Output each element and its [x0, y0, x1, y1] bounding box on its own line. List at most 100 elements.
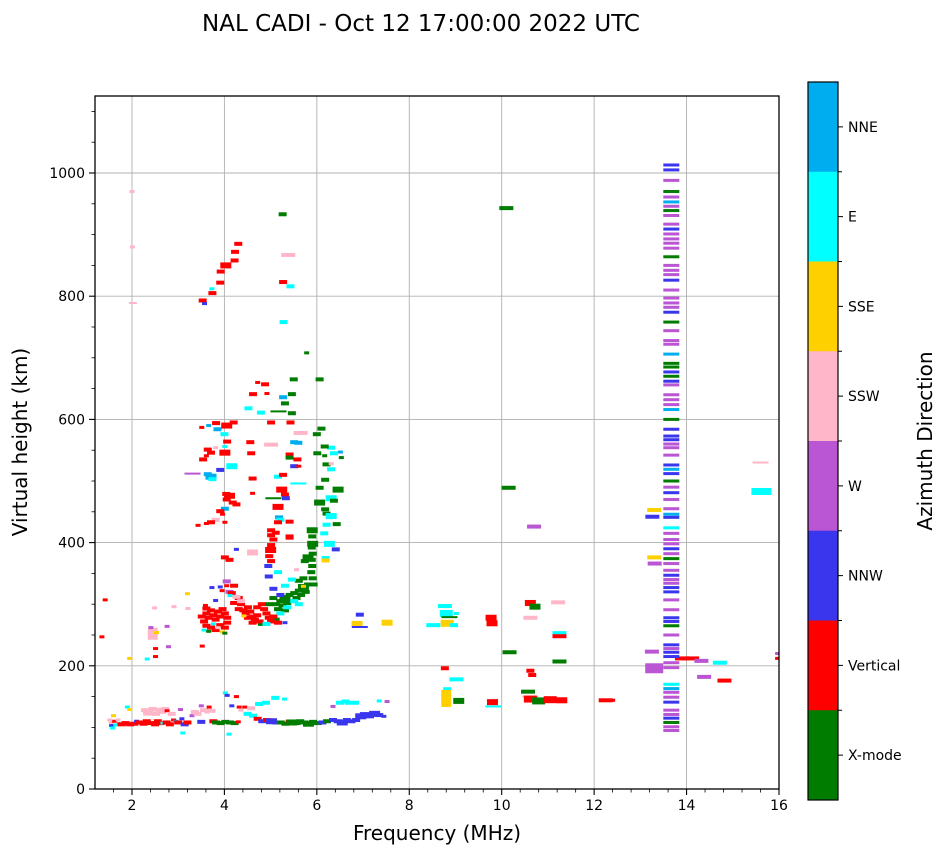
data-point: [184, 472, 201, 475]
data-point: [663, 557, 680, 561]
data-point: [290, 599, 299, 604]
data-point: [262, 700, 270, 705]
data-point: [161, 706, 170, 711]
data-point: [329, 451, 338, 456]
data-point: [308, 534, 317, 539]
figure-title: NAL CADI - Oct 12 17:00:00 2022 UTC: [202, 11, 640, 37]
data-point: [663, 408, 680, 412]
data-point: [152, 606, 158, 610]
data-point: [312, 432, 321, 437]
data-point: [663, 472, 680, 476]
data-point: [246, 609, 255, 614]
data-point: [717, 678, 732, 683]
data-point: [220, 611, 229, 616]
data-point: [663, 352, 680, 356]
data-point: [332, 486, 344, 493]
data-point: [287, 577, 296, 582]
data-point: [223, 492, 235, 499]
data-point: [332, 522, 341, 527]
data-point: [146, 721, 155, 726]
data-point: [551, 600, 566, 605]
data-point: [663, 403, 680, 407]
data-point: [271, 530, 280, 535]
data-point: [384, 700, 390, 704]
data-point: [216, 280, 225, 285]
data-point: [292, 596, 301, 601]
data-point: [229, 420, 238, 425]
data-point: [320, 444, 329, 449]
data-point: [285, 519, 294, 524]
data-point: [342, 718, 351, 723]
data-point: [262, 611, 271, 616]
data-point: [281, 252, 296, 257]
data-point: [211, 617, 220, 622]
data-point: [280, 608, 289, 613]
data-point: [207, 708, 216, 713]
data-point: [663, 538, 680, 542]
data-point: [663, 526, 680, 530]
data-point: [264, 564, 273, 569]
data-point: [486, 620, 498, 627]
data-point: [270, 410, 287, 413]
data-point: [523, 615, 538, 620]
data-point: [351, 625, 368, 628]
data-point: [309, 582, 318, 587]
data-point: [109, 724, 115, 728]
data-point: [663, 643, 680, 647]
data-point: [209, 613, 218, 618]
data-point: [221, 719, 230, 724]
data-point: [128, 301, 137, 304]
data-point: [426, 623, 441, 628]
data-point: [127, 708, 133, 712]
data-point: [222, 631, 228, 635]
data-point: [663, 568, 680, 572]
data-point: [329, 498, 338, 503]
data-point: [271, 695, 280, 700]
data-point: [213, 427, 222, 432]
data-point: [237, 602, 246, 607]
data-point: [285, 592, 294, 597]
data-point: [151, 722, 160, 727]
data-point: [279, 280, 288, 285]
data-point: [229, 704, 235, 708]
data-point: [552, 631, 567, 636]
data-point: [287, 392, 296, 397]
data-point: [752, 461, 769, 464]
data-point: [301, 589, 310, 594]
data-point: [276, 599, 285, 604]
data-point: [221, 422, 233, 429]
data-point: [309, 719, 318, 724]
data-point: [178, 708, 183, 712]
data-point: [453, 611, 459, 615]
data-point: [174, 720, 183, 725]
data-point: [198, 298, 207, 303]
colorbar-category-label: NNW: [848, 569, 883, 585]
data-point: [227, 594, 233, 598]
data-point: [453, 697, 465, 704]
data-point: [313, 451, 322, 456]
data-point: [235, 720, 241, 724]
colorbar-category-label: E: [848, 210, 857, 226]
data-point: [230, 583, 239, 588]
data-point: [272, 503, 284, 510]
data-point: [294, 588, 303, 593]
data-point: [293, 457, 302, 462]
data-point: [269, 596, 278, 601]
data-point: [663, 320, 680, 324]
data-point: [274, 520, 283, 525]
data-point: [247, 549, 259, 556]
data-point: [294, 602, 303, 607]
data-point: [663, 552, 680, 556]
data-point: [663, 365, 680, 369]
data-point: [113, 723, 119, 727]
data-point: [139, 721, 148, 726]
data-point: [286, 284, 295, 289]
data-point: [501, 485, 516, 490]
data-point: [376, 699, 382, 703]
data-point: [290, 440, 299, 445]
data-point: [217, 585, 223, 589]
data-point: [126, 722, 135, 727]
data-point: [257, 602, 266, 607]
data-point: [663, 263, 680, 267]
data-point: [294, 440, 303, 445]
